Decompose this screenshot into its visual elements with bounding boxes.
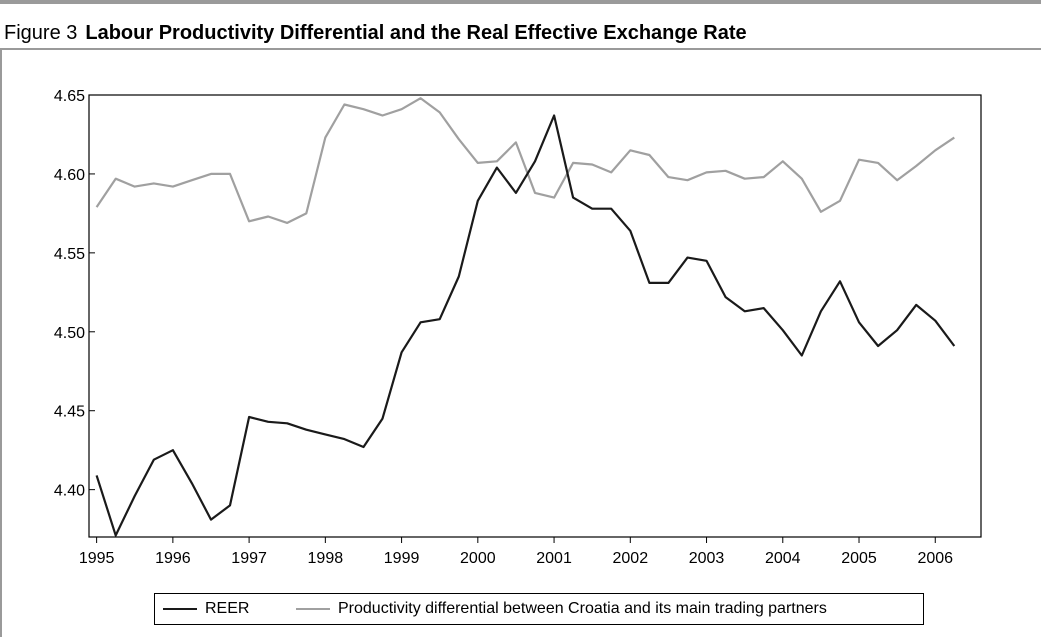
x-tick-label: 1997	[231, 550, 267, 567]
y-tick-label: 4.40	[54, 483, 85, 500]
y-tick-label: 4.60	[54, 167, 85, 184]
series-line-reer	[95, 114, 956, 537]
legend: REER Productivity differential between C…	[154, 593, 924, 625]
series-line-productivity	[95, 97, 955, 224]
x-tick-label: 1996	[155, 550, 191, 567]
series-layer	[95, 97, 956, 537]
y-axis: 4.40 4.45 4.50 4.55 4.60 4.65	[54, 88, 95, 500]
legend-item-reer: REER	[163, 594, 249, 624]
legend-item-productivity: Productivity differential between Croati…	[296, 594, 827, 624]
y-tick-label: 4.45	[54, 404, 85, 421]
legend-label-productivity: Productivity differential between Croati…	[338, 600, 827, 617]
y-tick-label: 4.55	[54, 246, 85, 263]
figure-header: Figure 3 Labour Productivity Differential…	[0, 0, 1041, 48]
x-tick-label: 2004	[765, 550, 801, 567]
y-tick-label: 4.65	[54, 88, 85, 105]
figure-label: Figure 3	[4, 22, 78, 44]
x-tick-label: 1999	[384, 550, 420, 567]
x-tick-label: 2002	[613, 550, 649, 567]
figure-title: Figure 3 Labour Productivity Differential…	[4, 22, 747, 44]
left-border	[0, 48, 2, 637]
x-tick-label: 2003	[689, 550, 725, 567]
x-tick-label: 1998	[308, 550, 344, 567]
legend-swatch-reer	[163, 608, 197, 610]
plot-frame	[88, 94, 982, 538]
x-tick-label: 2000	[460, 550, 496, 567]
legend-swatch-productivity	[296, 608, 330, 610]
x-tick-label: 2005	[841, 550, 877, 567]
x-tick-label: 2006	[917, 550, 953, 567]
legend-label-reer: REER	[205, 600, 250, 617]
x-axis: 1995 1996 1997 1998 1999 2000 2001 2002 2003 2004…	[79, 537, 953, 567]
title-divider	[0, 48, 1041, 50]
chart-title: Labour Productivity Differential and the…	[85, 22, 747, 44]
x-tick-label: 1995	[79, 550, 115, 567]
line-chart: 4.404.454.504.554.604.65 1995 1996 1997 199…	[54, 88, 982, 567]
y-tick-label: 4.50	[54, 325, 85, 342]
x-tick-label: 2001	[536, 550, 572, 567]
